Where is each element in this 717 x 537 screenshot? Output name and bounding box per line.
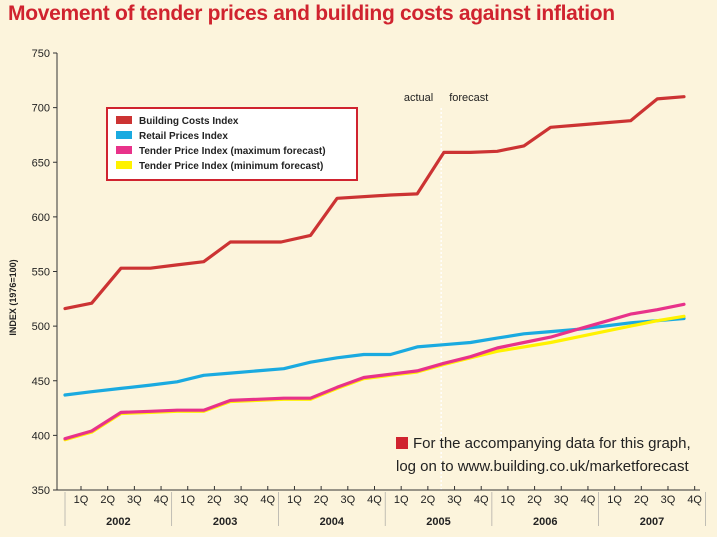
x-tick-label: 1Q (607, 494, 622, 506)
series-line-retail-prices-index (63, 316, 686, 397)
y-tick-label: 500 (32, 321, 50, 333)
y-tick-label: 700 (32, 103, 50, 115)
x-tick-label: 2Q (634, 494, 649, 506)
x-tick-label: 4Q (687, 494, 702, 506)
y-tick-label: 650 (32, 157, 50, 169)
year-label: 2003 (213, 516, 237, 528)
x-tick-label: 1Q (394, 494, 409, 506)
y-tick-label: 550 (32, 267, 50, 279)
y-tick-label: 750 (32, 48, 50, 60)
x-tick-label: 1Q (180, 494, 195, 506)
x-tick-label: 3Q (661, 494, 676, 506)
x-tick-label: 4Q (154, 494, 169, 506)
x-tick-label: 2Q (421, 494, 436, 506)
note-line-2: log on to www.building.co.uk/marketforec… (396, 458, 689, 475)
x-tick-label: 3Q (554, 494, 569, 506)
x-tick-label: 4Q (474, 494, 489, 506)
legend-label: Building Costs Index (139, 116, 239, 127)
legend-swatch (116, 131, 132, 139)
forecast-label: forecast (449, 92, 488, 104)
x-tick-label: 1Q (287, 494, 302, 506)
y-tick-label: 450 (32, 376, 50, 388)
x-tick-label: 1Q (74, 494, 89, 506)
y-tick-label: 400 (32, 430, 50, 442)
x-tick-label: 3Q (127, 494, 142, 506)
legend-box (106, 107, 358, 181)
legend-label: Retail Prices Index (139, 131, 228, 142)
x-tick-label: 2Q (207, 494, 222, 506)
legend-label: Tender Price Index (minimum forecast) (139, 161, 323, 172)
legend-swatch (116, 146, 132, 154)
actual-label: actual (404, 92, 433, 104)
legend-swatch (116, 116, 132, 124)
year-label: 2004 (320, 516, 345, 528)
x-tick-label: 3Q (234, 494, 249, 506)
x-tick-label: 3Q (340, 494, 355, 506)
x-tick-label: 2Q (100, 494, 115, 506)
note-line-1: For the accompanying data for this graph… (413, 435, 691, 452)
x-tick-label: 4Q (367, 494, 382, 506)
year-label: 2006 (533, 516, 557, 528)
x-tick-label: 4Q (581, 494, 596, 506)
series-line-tender-price-index-maximum-forecast (63, 302, 686, 441)
legend-swatch (116, 161, 132, 169)
y-tick-label: 600 (32, 212, 50, 224)
y-axis-title: INDEX (1976=100) (8, 259, 18, 335)
x-tick-label: 1Q (501, 494, 516, 506)
x-tick-label: 2Q (314, 494, 329, 506)
y-tick-label: 350 (32, 485, 50, 497)
year-label: 2002 (106, 516, 130, 528)
chart-title: Movement of tender prices and building c… (8, 2, 615, 25)
x-tick-label: 4Q (260, 494, 275, 506)
series-line-tender-price-index-minimum-forecast (63, 314, 686, 442)
year-label: 2005 (426, 516, 450, 528)
legend-label: Tender Price Index (maximum forecast) (139, 146, 326, 157)
x-tick-label: 2Q (527, 494, 542, 506)
note-square-icon (396, 437, 408, 449)
x-tick-label: 3Q (447, 494, 462, 506)
series-line-building-costs-index (63, 95, 686, 311)
year-label: 2007 (640, 516, 664, 528)
